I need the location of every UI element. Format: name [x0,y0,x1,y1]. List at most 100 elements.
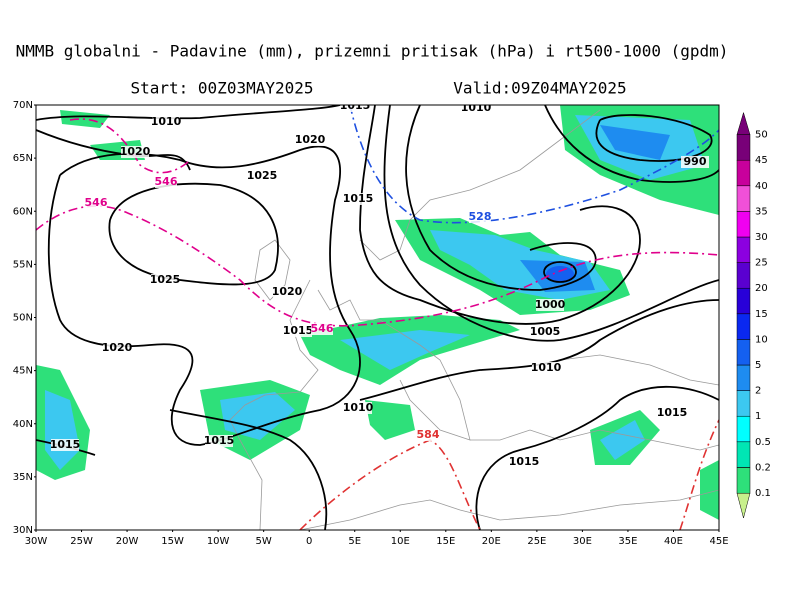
start-time: Start: 00Z03MAY2025 [130,79,313,98]
lon-label: 30E [573,536,592,547]
colorbar-label: 40 [755,181,768,192]
thickness-label: 528 [469,210,492,223]
lat-label: 70N [13,100,33,111]
pressure-label: 1015 [509,455,540,468]
lon-label: 25E [527,536,546,547]
colorbar-box [736,287,751,315]
pressure-label: 1015 [657,406,688,419]
label-bg [341,105,369,112]
label-bg [510,456,538,468]
lon-label: 25W [70,536,93,547]
colorbar-label: 0.2 [755,462,771,473]
colorbar-label: 0.1 [755,488,771,499]
colorbar-label: 30 [755,232,768,243]
lat-label: 30N [13,525,33,536]
lat-label: 60N [13,206,33,217]
colorbar-box [736,211,751,238]
colorbar-label: 35 [755,206,768,217]
colorbar-label: 15 [755,309,768,320]
label-bg [532,362,560,374]
thickness-label: 546 [311,322,334,335]
colorbar-label: 0.5 [755,437,771,448]
pressure-label: 990 [684,155,707,168]
pressure-label: 1020 [120,145,151,158]
colorbar-box [736,236,751,263]
pressure-label: 1005 [530,325,561,338]
colorbar-box [736,313,751,340]
label-bg [284,325,312,337]
label-bg [469,211,491,223]
lat-label: 65N [13,153,33,164]
lon-label: 35E [618,536,637,547]
pressure-label: 1015 [204,434,235,447]
label-bg [658,407,686,419]
lat-label: 55N [13,259,33,270]
thickness-label: 546 [155,175,178,188]
colorbar-bottom [736,492,751,519]
label-bg [248,170,276,182]
label-bg [311,323,333,335]
pressure-label: 1020 [295,133,326,146]
valid-time: Valid:09Z04MAY2025 [453,79,626,98]
lon-label: 0 [306,536,312,547]
map-title: NMMB globalni - Padavine (mm), prizemni … [16,42,729,61]
colorbar-box [736,159,751,187]
label-bg [51,439,79,451]
lat-label: 50N [13,313,33,324]
pressure-label: 1025 [247,169,278,182]
pressure-label: 1000 [535,298,566,311]
lat-label: 35N [13,472,33,483]
lon-label: 15W [161,536,184,547]
colorbar-label: 25 [755,258,768,269]
lat-label: 40N [13,419,33,430]
lon-label: 5W [256,536,272,547]
label-bg [121,146,149,158]
lon-label: 45E [709,536,728,547]
contour-labels: 1010 1020 1020 1025 1015 1025 1020 1015 1020 1010… [50,99,709,468]
label-bg [536,299,564,311]
label-bg [344,402,372,414]
lon-label: 30W [25,536,48,547]
colorbar-label: 20 [755,283,768,294]
lat-label: 45N [13,366,33,377]
colorbar-top [736,111,751,135]
colorbar-box [736,467,751,494]
label-bg [152,116,180,128]
lon-label: 40E [664,536,683,547]
colorbar-label: 2 [755,386,761,397]
colorbar-box [736,134,751,161]
lon-label: 20W [116,536,139,547]
colorbar-label: 1 [755,411,761,422]
colorbar-box [736,185,751,212]
map-area: 1010 1020 1020 1025 1015 1025 1020 1015 1020 1010… [36,99,719,530]
colorbar-box [736,364,751,391]
pressure-label: 1015 [50,438,81,451]
pressure-label: 1010 [151,115,182,128]
pressure-label: 1010 [461,101,492,114]
label-bg [85,197,107,209]
pressure-label: 1010 [343,401,374,414]
precipitation [36,105,719,520]
lon-label: 10W [207,536,230,547]
pressure-label: 1015 [343,192,374,205]
pressure-label: 1015 [340,99,371,112]
label-bg [155,176,177,188]
colorbar-label: 45 [755,155,768,166]
colorbar-label: 10 [755,334,768,345]
lon-label: 5E [348,536,361,547]
colorbar-box [736,390,751,417]
label-bg [531,326,559,338]
label-bg [296,134,324,146]
label-bg [681,156,709,168]
pressure-label: 1010 [531,361,562,374]
thickness-label: 546 [85,196,108,209]
lon-label: 20E [482,536,501,547]
colorbar-box [736,339,751,366]
lon-label: 15E [436,536,455,547]
colorbar-label: 5 [755,360,761,371]
pressure-label: 1020 [272,285,303,298]
colorbar-box [736,262,751,289]
